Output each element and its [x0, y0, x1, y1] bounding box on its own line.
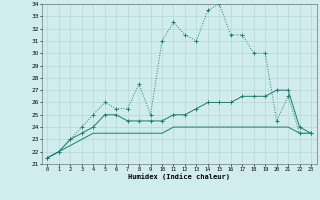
- X-axis label: Humidex (Indice chaleur): Humidex (Indice chaleur): [128, 173, 230, 180]
